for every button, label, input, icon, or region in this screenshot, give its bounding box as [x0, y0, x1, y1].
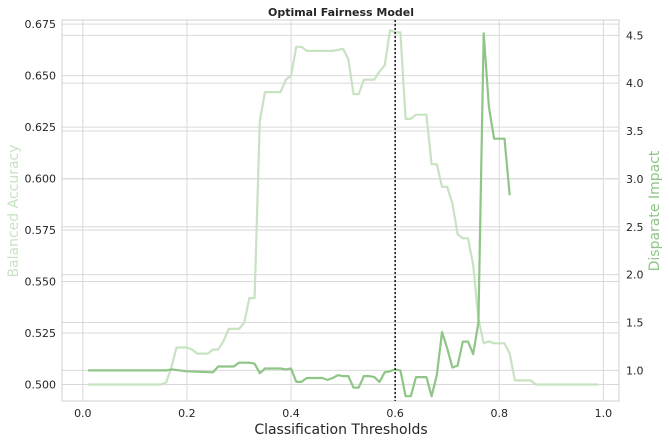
left-axis-label: Balanced Accuracy	[6, 144, 22, 277]
series-layer	[88, 29, 599, 398]
x-tick-label: 0.4	[282, 407, 300, 420]
right-tick-label: 3.0	[626, 173, 644, 186]
right-axis-label: Disparate Impact	[647, 150, 663, 271]
x-tick-label: 0.2	[178, 407, 196, 420]
x-tick-label: 1.0	[595, 407, 613, 420]
left-tick-label: 0.675	[25, 18, 57, 31]
chart-title: Optimal Fairness Model	[268, 6, 414, 19]
right-tick-label: 1.5	[626, 317, 644, 330]
left-tick-label: 0.500	[25, 379, 57, 392]
x-axis-label: Classification Thresholds	[254, 422, 427, 438]
left-tick-label: 0.575	[25, 224, 57, 237]
right-tick-label: 3.5	[626, 125, 644, 138]
left-tick-label: 0.600	[25, 173, 57, 186]
plot-frame	[61, 19, 620, 402]
balanced-accuracy-line	[88, 29, 599, 386]
left-tick-label: 0.525	[25, 327, 57, 340]
right-tick-label: 1.0	[626, 364, 644, 377]
right-tick-label: 4.5	[626, 29, 644, 42]
left-tick-label: 0.550	[25, 276, 57, 289]
left-tick-label: 0.650	[25, 70, 57, 83]
right-tick-label: 2.5	[626, 221, 644, 234]
x-tick-label: 0.8	[491, 407, 509, 420]
grid	[62, 20, 619, 401]
right-tick-label: 2.0	[626, 269, 644, 282]
x-axis-ticks: 0.0 0.2 0.4 0.6 0.8 1.0	[74, 407, 612, 420]
disparate-impact-line	[88, 32, 511, 398]
left-axis-ticks: 0.500 0.525 0.550 0.575 0.600 0.625 0.650 0.675	[25, 18, 57, 391]
left-tick-label: 0.625	[25, 121, 57, 134]
x-tick-label: 0.6	[386, 407, 404, 420]
x-tick-label: 0.0	[74, 407, 92, 420]
right-tick-label: 4.0	[626, 77, 644, 90]
right-axis-ticks: 1.0 1.5 2.0 2.5 3.0 3.5 4.0 4.5	[626, 29, 644, 377]
